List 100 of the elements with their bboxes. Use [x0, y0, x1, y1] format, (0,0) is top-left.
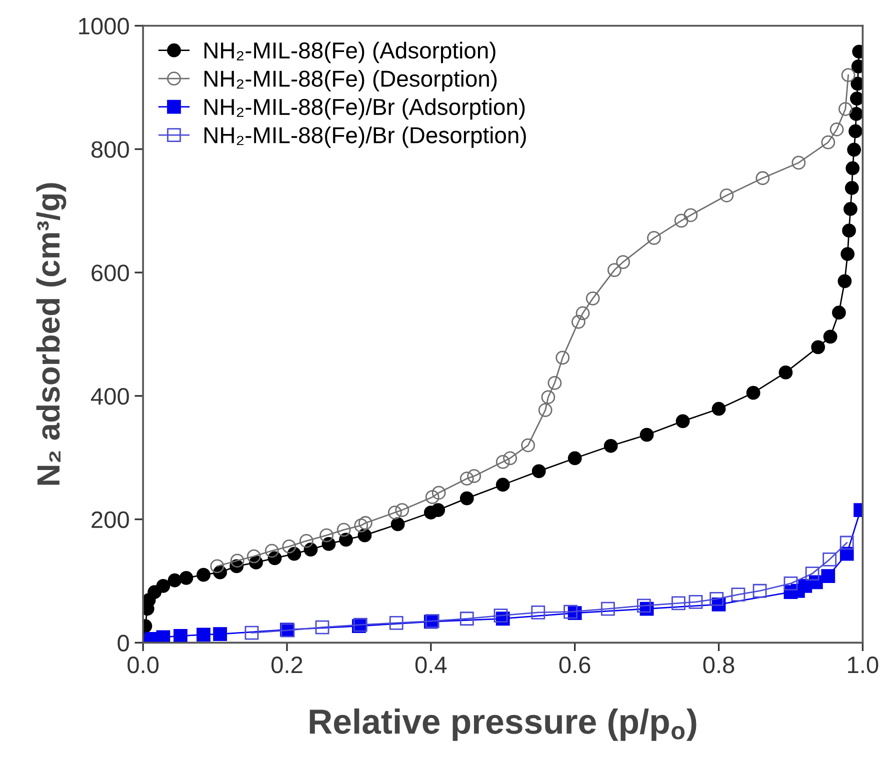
point — [850, 92, 863, 106]
point — [395, 503, 410, 517]
point — [460, 472, 474, 486]
point — [841, 68, 856, 82]
point — [358, 528, 372, 542]
point — [315, 620, 330, 634]
point — [156, 578, 170, 593]
point — [672, 596, 686, 610]
point — [688, 595, 703, 609]
point — [838, 274, 852, 288]
point — [196, 628, 210, 642]
x-tick-label: 0.2 — [271, 656, 302, 674]
point — [778, 366, 793, 380]
point — [494, 608, 508, 622]
point — [844, 202, 858, 216]
point — [710, 592, 724, 606]
point — [712, 402, 726, 416]
point — [556, 350, 570, 365]
point — [432, 486, 446, 500]
legend-label: NH₂-MIL-88(Fe) (Adsorption) — [204, 42, 496, 64]
point — [576, 306, 590, 320]
point — [168, 573, 182, 588]
x-tick-label: 1.0 — [848, 656, 878, 674]
point — [805, 566, 820, 581]
x-tick-label: 0.8 — [703, 656, 734, 674]
point — [496, 454, 510, 469]
point — [213, 627, 227, 641]
point — [607, 263, 622, 277]
point — [676, 414, 690, 428]
point — [390, 517, 405, 532]
point — [571, 314, 586, 329]
point — [830, 122, 844, 136]
point — [848, 124, 862, 138]
point — [822, 552, 837, 566]
point — [532, 464, 546, 478]
y-tick-label: 1000 — [79, 18, 129, 35]
point — [264, 544, 279, 558]
point — [425, 490, 440, 504]
legend-label: NH₂-MIL-88(Fe) (Desorption) — [204, 70, 497, 92]
point — [604, 438, 618, 453]
point — [847, 142, 861, 157]
point — [840, 247, 855, 261]
point — [196, 568, 210, 582]
point — [821, 135, 836, 150]
point — [792, 156, 806, 170]
point — [496, 478, 510, 492]
point — [784, 576, 798, 590]
point — [586, 291, 600, 306]
point — [640, 428, 654, 442]
point — [840, 546, 854, 561]
point — [354, 518, 368, 532]
point — [840, 536, 854, 550]
point — [210, 559, 224, 574]
point — [320, 528, 334, 542]
point — [282, 540, 296, 554]
point — [174, 628, 188, 643]
point — [503, 451, 518, 466]
point — [304, 542, 318, 556]
x-tick-label: 0.6 — [559, 656, 590, 674]
point — [358, 516, 372, 530]
point — [600, 602, 615, 616]
point — [720, 188, 734, 202]
y-tick-label: 0 — [118, 634, 129, 652]
point — [538, 403, 552, 418]
point — [156, 630, 170, 643]
point — [246, 549, 261, 564]
point — [336, 522, 351, 537]
point — [746, 386, 760, 400]
point — [647, 231, 661, 245]
point — [388, 506, 402, 520]
point — [339, 532, 353, 547]
legend-label: NH₂-MIL-88(Fe)/Br (Adsorption) — [204, 98, 525, 120]
x-tick-label: 0.4 — [415, 656, 447, 674]
point — [467, 469, 482, 484]
y-tick-label: 200 — [92, 511, 129, 528]
point — [568, 451, 582, 466]
point — [844, 181, 859, 195]
point — [389, 616, 404, 630]
point — [179, 570, 194, 585]
point — [564, 604, 578, 619]
y-axis-title: N₂ adsorbed (cm³/g) — [36, 183, 66, 485]
x-axis-title: Relative pressure (p/p$_{o}$) — [310, 708, 696, 741]
point — [849, 107, 863, 121]
point — [674, 214, 688, 228]
point — [823, 330, 838, 344]
point — [460, 491, 474, 506]
point — [684, 208, 698, 222]
x-tick-label: 0.0 — [128, 656, 159, 674]
point — [616, 255, 630, 269]
point — [244, 626, 259, 640]
point — [431, 503, 446, 517]
point — [731, 588, 746, 602]
point — [838, 102, 852, 116]
point — [842, 224, 856, 238]
legend-label: NH₂-MIL-88(Fe)/Br (Desorption) — [204, 126, 526, 148]
point — [460, 612, 474, 626]
point — [541, 390, 556, 404]
y-tick-label: 800 — [91, 141, 129, 158]
point — [756, 171, 770, 186]
y-tick-label: 600 — [92, 264, 129, 282]
